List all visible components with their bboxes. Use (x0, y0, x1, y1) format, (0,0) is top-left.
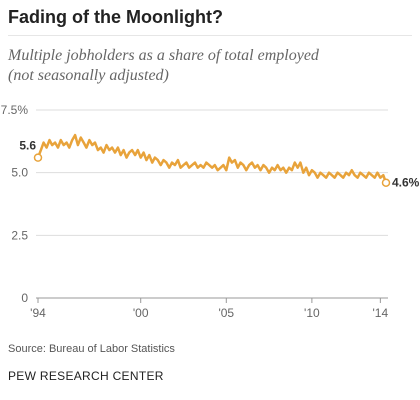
x-tick-label: '00 (133, 306, 149, 320)
x-tick-label: '05 (218, 306, 234, 320)
endpoint-marker (33, 153, 43, 162)
x-tick-label: '14 (373, 306, 389, 320)
y-tick-label: 7.5% (1, 103, 29, 117)
chart-title: Fading of the Moonlight? (8, 7, 223, 27)
subtitle-line-1: Multiple jobholders as a share of total … (8, 47, 319, 64)
chart-subtitle: Multiple jobholders as a share of total … (8, 46, 408, 86)
x-tick-label: '10 (304, 306, 320, 320)
y-tick-label: 0 (21, 291, 28, 305)
source-note: Source: Bureau of Labor Statistics (8, 343, 175, 355)
subtitle-line-2: (not seasonally adjusted) (8, 67, 169, 84)
endpoint-label: 4.6% (392, 176, 420, 190)
y-tick-label: 2.5 (11, 228, 28, 242)
series-line (36, 133, 388, 184)
title-divider (8, 35, 412, 36)
y-tick-label: 5.0 (11, 166, 28, 180)
endpoint-marker (381, 178, 391, 187)
endpoint-label: 5.6 (19, 139, 36, 153)
x-tick-label: '94 (30, 306, 46, 320)
brand-logo-text: PEW RESEARCH CENTER (8, 369, 164, 383)
